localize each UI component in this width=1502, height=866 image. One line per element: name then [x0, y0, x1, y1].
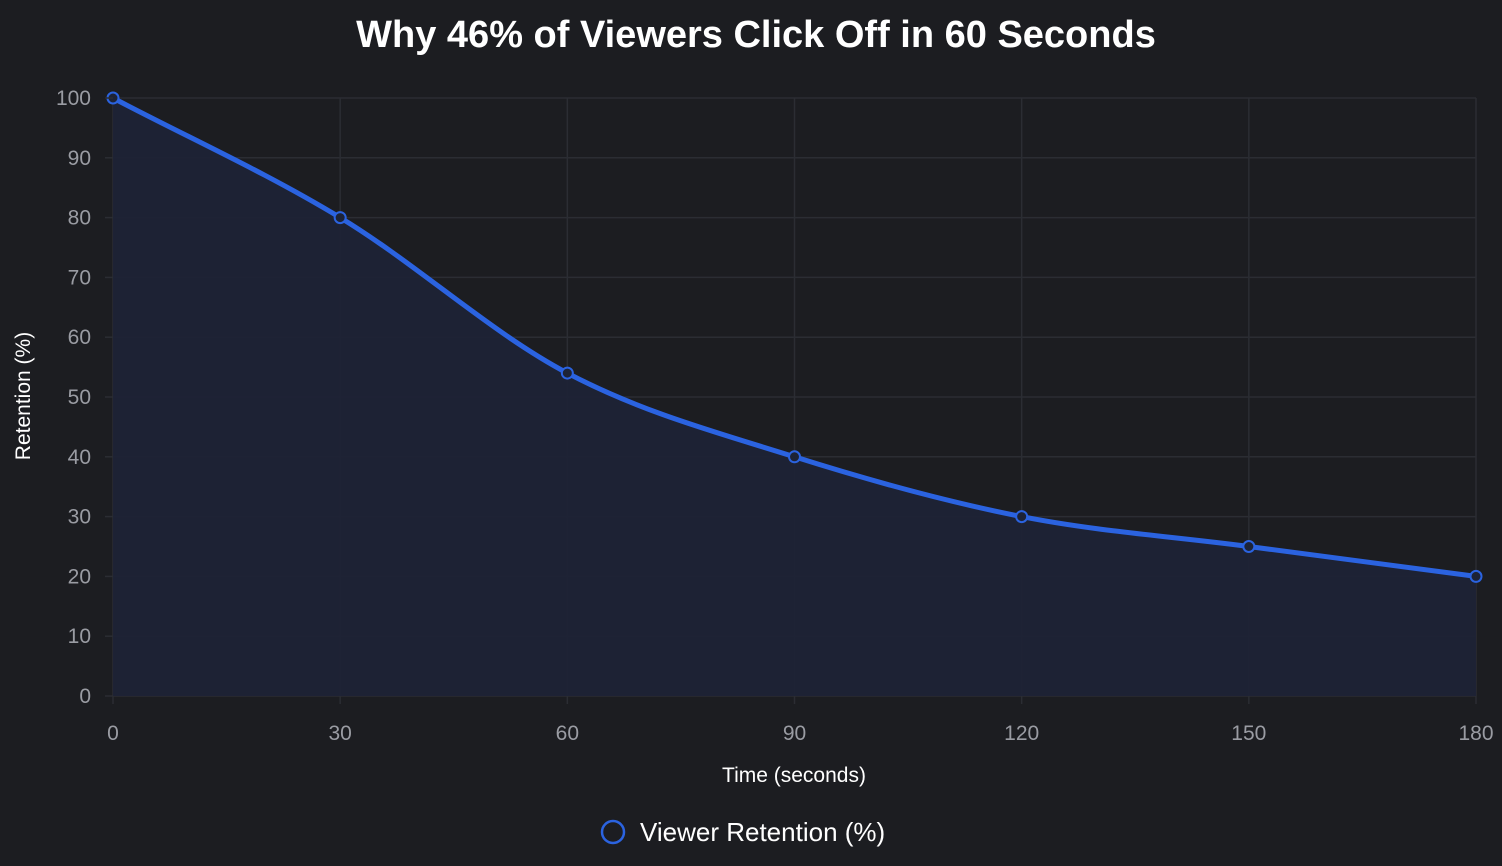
x-tick-label: 120	[1004, 722, 1039, 745]
x-axis-ticks: 0 30 60 90 120 150 180	[107, 696, 1494, 745]
legend-marker-icon	[600, 819, 626, 845]
y-tick-label: 70	[68, 266, 91, 289]
legend-label: Viewer Retention (%)	[640, 817, 885, 847]
y-tick-label: 60	[68, 326, 91, 349]
data-point[interactable]	[1242, 540, 1256, 553]
x-tick-label: 180	[1458, 722, 1493, 745]
chart-title: Why 46% of Viewers Click Off in 60 Secon…	[356, 14, 1156, 56]
y-axis-title: Retention (%)	[12, 332, 35, 460]
y-tick-label: 10	[68, 625, 91, 648]
data-point[interactable]	[1469, 569, 1483, 583]
y-tick-label: 90	[68, 147, 91, 170]
area-fill-layer	[113, 98, 1476, 696]
legend[interactable]: Viewer Retention (%)	[600, 817, 885, 847]
y-tick-label: 30	[68, 506, 91, 529]
data-point[interactable]	[1015, 510, 1029, 524]
data-point[interactable]	[788, 450, 801, 464]
y-tick-label: 50	[68, 386, 91, 409]
y-tick-label: 100	[56, 87, 91, 110]
data-point[interactable]	[333, 211, 347, 225]
data-points	[106, 91, 1483, 583]
retention-area	[113, 98, 1476, 696]
y-tick-label: 40	[68, 446, 91, 469]
y-tick-label: 20	[68, 565, 91, 588]
x-axis-title: Time (seconds)	[722, 764, 866, 787]
data-point[interactable]	[560, 366, 574, 380]
x-tick-label: 0	[107, 722, 119, 745]
y-axis-ticks: 0 10 20 30 40 50 60 70 80 90 100	[56, 87, 113, 708]
y-tick-label: 0	[79, 685, 91, 708]
x-tick-label: 150	[1231, 722, 1266, 745]
x-tick-label: 90	[783, 722, 806, 745]
y-tick-label: 80	[68, 207, 91, 230]
x-tick-label: 30	[328, 722, 351, 745]
x-tick-label: 60	[556, 722, 579, 745]
